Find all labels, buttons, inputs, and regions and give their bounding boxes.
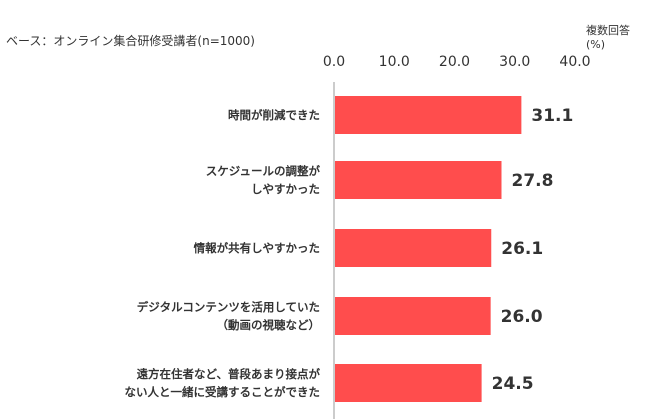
bar (335, 96, 522, 134)
category-label: スケジュールの調整が (206, 164, 321, 178)
category-label: 情報が共有しやすかった (193, 241, 320, 255)
data-label: 31.1 (531, 106, 573, 126)
bar (335, 161, 502, 199)
category-label: デジタルコンテンツを活用していた (137, 300, 320, 314)
x-tick-label: 40.0 (559, 54, 590, 70)
x-tick-label: 10.0 (379, 54, 410, 70)
category-label: 遠方在住者など、普段あまり接点が (137, 367, 321, 381)
category-label: 時間が削減できた (228, 108, 320, 122)
category-label: しやすかった (251, 182, 320, 196)
x-tick-label: 20.0 (439, 54, 470, 70)
unit-note-line-2: (%) (586, 38, 606, 51)
data-label: 27.8 (511, 171, 553, 191)
data-label: 26.1 (501, 239, 543, 259)
bar (335, 229, 492, 267)
unit-note: 複数回答 (%) (586, 24, 630, 52)
data-label: 24.5 (492, 374, 534, 394)
bar (335, 364, 482, 402)
x-tick-label: 0.0 (323, 54, 345, 70)
bar (335, 297, 491, 335)
data-label: 26.0 (501, 307, 543, 327)
category-label: ない人と一緒に受講することができた (125, 385, 321, 399)
base-note: ベース：オンライン集合研修受講者(n=1000) (6, 34, 255, 48)
unit-note-line-1: 複数回答 (586, 24, 630, 37)
x-tick-label: 30.0 (499, 54, 530, 70)
category-label: （動画の視聴など） (217, 318, 321, 332)
